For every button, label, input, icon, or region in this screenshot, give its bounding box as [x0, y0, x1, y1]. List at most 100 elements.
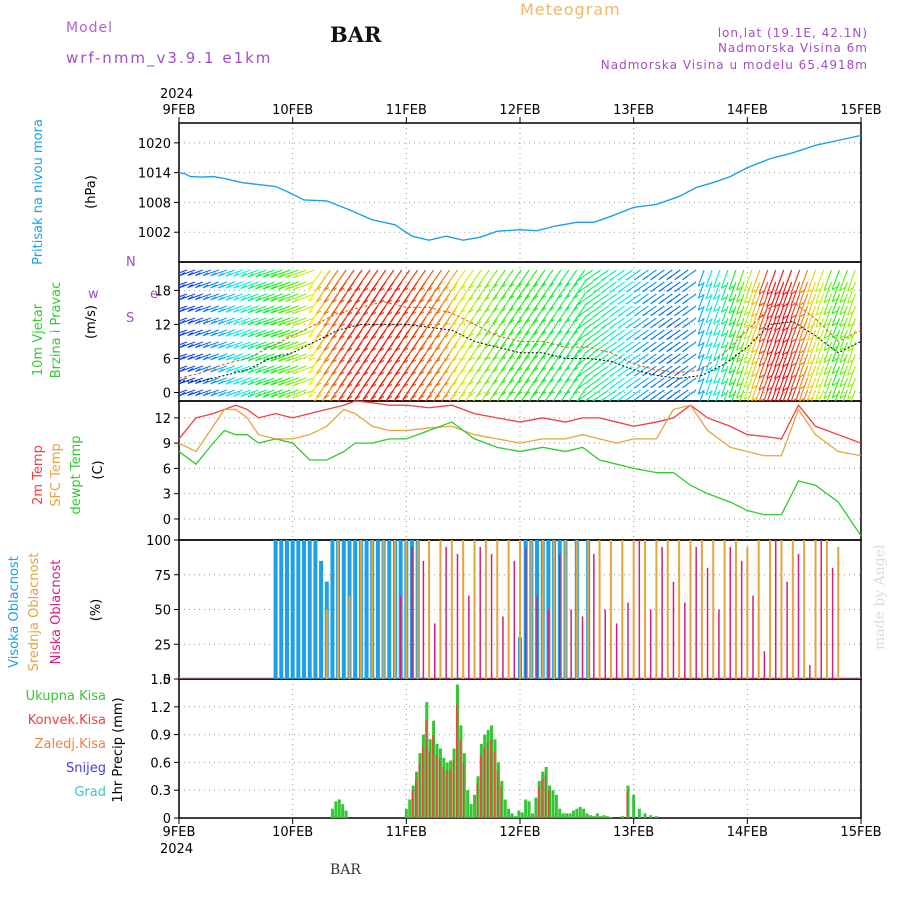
wind-barb-flag [600, 373, 607, 378]
wind-barb [697, 281, 705, 299]
wind-barb-flag [451, 358, 458, 362]
wind-barb-flag [831, 382, 838, 387]
wind-barb-flag [617, 276, 624, 281]
wind-barb-flag [592, 349, 598, 354]
wind-barb-flag [697, 318, 704, 323]
wind-barb-flag [658, 360, 664, 365]
cloud-bar-1 [803, 540, 806, 679]
wind-barb-flag [713, 308, 719, 312]
wind-barb [818, 389, 825, 401]
wind-barb-flag [658, 276, 664, 281]
wind-barb-flag [468, 297, 474, 302]
wind-barb-flag [557, 390, 563, 395]
wind-barb [806, 377, 817, 401]
wind-barb-flag [292, 310, 299, 315]
wind-barb-flag [774, 387, 780, 392]
wind-barb-flag [354, 323, 361, 328]
wind-barb-flag [592, 325, 598, 330]
wind-barb [218, 389, 235, 397]
wind-barb-flag [823, 383, 830, 388]
wind-barb-flag [743, 347, 750, 352]
x-tick-label-bottom: 15FEB [840, 825, 881, 840]
wind-barb-flag [682, 360, 688, 365]
wind-barb-flag [500, 343, 507, 348]
wind-barb-flag [164, 308, 169, 311]
wind-barb [782, 341, 793, 368]
wind-barb-flag [815, 396, 821, 401]
wind-barb [774, 281, 785, 307]
cloud-bar-0 [279, 540, 284, 679]
wind-barb-flag [225, 392, 232, 397]
wind-barb-flag [323, 287, 330, 291]
wind-barb-flag [247, 309, 254, 314]
wind-barb-flag [705, 355, 712, 360]
wind-barb-flag [459, 369, 466, 374]
precip-legend-4: Grad [74, 785, 106, 800]
wind-barb-flag [418, 287, 425, 292]
wind-barb-flag [609, 349, 615, 354]
wind-barb-flag [682, 396, 688, 401]
wind-barb-flag [625, 288, 632, 293]
wind-barb-flag [247, 393, 254, 398]
wind-barb-flag [666, 384, 673, 388]
wind-barb-flag [492, 308, 499, 313]
wind-barb-flag [485, 405, 490, 408]
cloud-bar-2 [638, 540, 641, 679]
wind-barb [179, 342, 180, 343]
wind-barb-flag [766, 291, 773, 296]
wind-barb [697, 377, 705, 395]
wind-barb-flag [839, 371, 846, 375]
cloud-bar-1 [746, 546, 749, 679]
precip-bar [568, 813, 572, 818]
cloud-bar-0 [307, 540, 312, 679]
wind-barb-flag [172, 368, 177, 371]
wind-barb-flag [292, 274, 299, 279]
wind-barb-flag [331, 359, 337, 364]
wind-barb-flag [247, 321, 254, 326]
precip-bar [469, 804, 473, 818]
wind-barb-flag [557, 318, 563, 323]
wind-barb [292, 281, 315, 291]
wind-barb [179, 365, 188, 370]
wind-barb-flag [728, 381, 735, 386]
wind-barb-flag [525, 404, 530, 407]
wind-barb [240, 269, 259, 278]
wind-barb [247, 365, 267, 374]
wind-barb-flag [476, 380, 482, 385]
wind-barb [758, 305, 769, 331]
wind-barb [240, 293, 259, 302]
wind-barb-flag [658, 336, 664, 341]
model-elevation-text: Nadmorska Visina u modelu 65.4918m [600, 58, 868, 72]
wind-barb-flag [540, 355, 547, 360]
wind-barb-flag [839, 287, 846, 291]
wind-barb-flag [642, 288, 648, 293]
wind-barb [758, 377, 769, 401]
cloud-bar-1 [530, 540, 533, 679]
wind-barb-flag [705, 319, 712, 324]
wind-barb [255, 353, 275, 362]
wind-barb-flag [339, 335, 345, 340]
wind-barb-flag [492, 368, 499, 373]
wind-barb-flag [459, 393, 466, 398]
precip-bar [404, 808, 408, 818]
wind-barb [798, 281, 809, 306]
y-tick-label: 0.3 [150, 784, 171, 799]
wind-barb-flag [247, 297, 254, 302]
wind-barb-flag [411, 408, 416, 411]
wind-barb-flag [815, 372, 821, 377]
wind-barb-flag [743, 287, 750, 292]
wind-barb-flag [292, 394, 299, 399]
cloud-bar-1 [791, 540, 794, 679]
cloud-bar-0 [284, 540, 289, 679]
precip-conv-bar [442, 766, 444, 818]
ylabel-temp-unit: (C) [91, 460, 106, 479]
wind-barb [766, 341, 777, 367]
wind-barb-flag [362, 395, 369, 400]
wind-barb-flag [443, 358, 449, 363]
wind-barb-flag [540, 379, 547, 384]
ylabel-precip: 1hr Precip (mm) [111, 697, 126, 802]
wind-barb-flag [633, 324, 640, 329]
x-tick-label-top: 13FEB [613, 103, 654, 118]
wind-barb [839, 377, 848, 399]
wind-barb [270, 353, 291, 362]
